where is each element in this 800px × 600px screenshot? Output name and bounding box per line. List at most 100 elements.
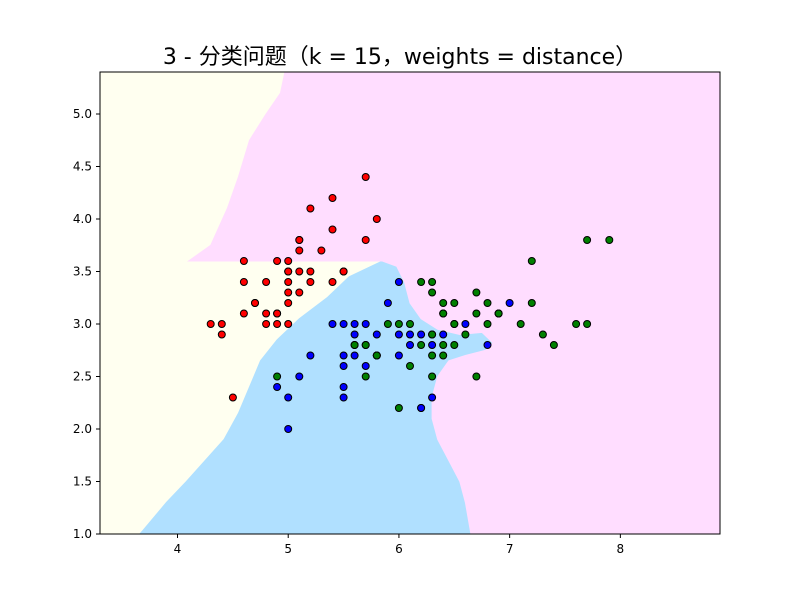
data-point-series-1 <box>406 341 414 349</box>
data-point-series-0 <box>284 257 293 265</box>
data-point-series-1 <box>394 330 403 339</box>
y-tick-label: 3.5 <box>73 265 92 279</box>
chart-title: 3 - 分类问题（k = 15，weights = distance） <box>163 45 637 70</box>
data-point-series-0 <box>262 278 271 286</box>
data-point-series-0 <box>317 246 326 255</box>
data-point-series-1 <box>394 351 403 360</box>
data-point-series-2 <box>483 320 492 328</box>
data-point-series-0 <box>284 320 293 328</box>
data-point-series-0 <box>217 320 226 328</box>
data-point-series-1 <box>273 383 282 391</box>
data-point-series-0 <box>339 267 348 276</box>
data-point-series-0 <box>295 246 304 255</box>
data-point-series-0 <box>228 393 237 402</box>
data-point-series-0 <box>273 309 282 318</box>
data-point-series-0 <box>328 278 337 286</box>
data-point-series-1 <box>428 393 437 402</box>
data-point-series-2 <box>428 351 437 360</box>
data-point-series-0 <box>217 330 226 339</box>
data-point-series-2 <box>472 288 481 297</box>
data-point-series-1 <box>339 383 348 391</box>
data-point-series-1 <box>483 341 492 349</box>
data-point-series-0 <box>284 299 293 307</box>
data-point-series-2 <box>461 330 470 339</box>
data-point-series-2 <box>428 330 437 339</box>
data-point-series-2 <box>383 320 392 328</box>
data-point-series-2 <box>361 372 370 381</box>
data-point-series-2 <box>417 341 426 349</box>
data-point-series-1 <box>394 278 403 286</box>
data-point-series-0 <box>273 320 282 328</box>
data-point-series-1 <box>361 320 370 328</box>
data-point-series-2 <box>361 341 370 349</box>
data-point-series-1 <box>284 425 293 433</box>
x-tick-label: 4 <box>174 542 182 556</box>
data-point-series-0 <box>361 173 370 181</box>
data-point-series-2 <box>583 320 592 328</box>
data-point-series-2 <box>450 299 459 307</box>
data-point-series-0 <box>273 257 282 265</box>
data-point-series-2 <box>439 309 448 318</box>
data-point-series-1 <box>505 299 514 307</box>
x-axis: 4 5 6 7 8 <box>174 534 624 556</box>
data-point-series-2 <box>527 257 536 265</box>
plot-frame <box>99 71 721 535</box>
data-point-series-2 <box>605 236 614 244</box>
y-tick-label: 2.5 <box>73 370 92 384</box>
data-point-series-2 <box>450 320 459 328</box>
data-point-series-1 <box>372 330 381 339</box>
data-point-series-1 <box>350 320 359 328</box>
y-tick-label: 4.0 <box>73 212 92 226</box>
data-point-series-2 <box>417 278 426 286</box>
data-point-series-0 <box>361 236 370 244</box>
y-tick-label: 5.0 <box>73 107 92 121</box>
data-point-series-2 <box>527 299 536 307</box>
y-tick-label: 1.5 <box>73 475 92 489</box>
data-point-series-1 <box>339 320 348 328</box>
data-point-series-2 <box>428 278 437 286</box>
data-point-series-2 <box>516 320 525 328</box>
data-point-series-0 <box>328 194 337 202</box>
data-point-series-2 <box>439 341 448 349</box>
data-point-series-1 <box>339 362 348 370</box>
data-point-series-0 <box>251 299 259 307</box>
data-point-series-2 <box>472 309 481 318</box>
data-point-series-1 <box>295 372 304 381</box>
data-point-series-2 <box>572 320 581 328</box>
data-point-series-1 <box>383 299 392 307</box>
data-point-series-2 <box>538 330 547 339</box>
data-point-series-2 <box>372 351 381 360</box>
data-point-series-1 <box>350 351 359 360</box>
decision-regions <box>100 72 720 534</box>
data-point-series-2 <box>406 320 414 328</box>
data-point-series-1 <box>439 330 448 339</box>
data-point-series-1 <box>361 362 370 370</box>
data-point-series-0 <box>239 278 248 286</box>
data-point-series-1 <box>406 330 414 339</box>
data-point-series-0 <box>306 267 315 276</box>
data-point-series-0 <box>239 309 248 318</box>
data-point-series-0 <box>306 204 315 213</box>
data-point-series-0 <box>284 267 293 276</box>
data-point-series-1 <box>339 351 348 360</box>
data-point-series-2 <box>394 404 403 412</box>
x-tick-label: 5 <box>284 542 292 556</box>
data-point-series-2 <box>583 236 592 244</box>
y-axis: 1.0 1.5 2.0 2.5 3.0 3.5 4.0 4.5 5.0 <box>73 107 100 541</box>
data-point-series-0 <box>306 278 315 286</box>
data-point-series-2 <box>472 372 481 381</box>
data-point-series-0 <box>295 267 304 276</box>
data-point-series-2 <box>394 320 403 328</box>
x-tick-label: 7 <box>506 542 514 556</box>
data-point-series-0 <box>328 225 337 234</box>
y-tick-label: 2.0 <box>73 422 92 436</box>
data-point-series-2 <box>439 351 448 360</box>
data-point-series-1 <box>350 330 359 339</box>
data-point-series-0 <box>295 236 304 244</box>
data-point-series-1 <box>328 320 337 328</box>
data-point-series-2 <box>350 341 359 349</box>
data-point-series-2 <box>439 299 448 307</box>
data-point-series-2 <box>428 372 437 381</box>
data-point-series-0 <box>284 288 293 297</box>
